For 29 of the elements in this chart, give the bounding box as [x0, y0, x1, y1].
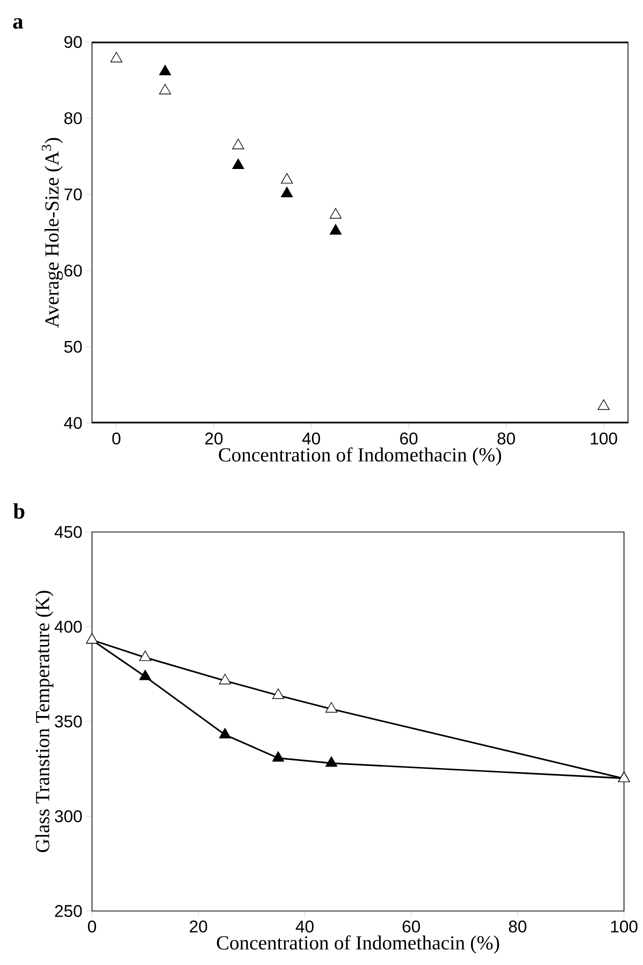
y-tick-label: 60: [64, 264, 82, 277]
x-tick-label: 80: [498, 432, 515, 445]
y-tick-label: 450: [54, 526, 82, 538]
x-axis-title: Concentration of Indomethacin (%): [216, 935, 500, 954]
y-tick-label: 70: [64, 188, 82, 200]
x-axis-title: Concentration of Indomethacin (%): [218, 447, 502, 466]
x-tick-label: 60: [402, 920, 420, 933]
x-tick-label: 40: [302, 432, 320, 445]
x-tick-label: 100: [590, 432, 618, 445]
y-tick-label: 350: [54, 716, 82, 728]
y-tick-label: 40: [64, 416, 82, 429]
x-tick-label: 100: [611, 920, 638, 933]
y-tick-label: 300: [54, 810, 82, 822]
y-tick-label: 80: [64, 112, 82, 124]
chart-title: a: [13, 18, 24, 29]
x-tick-label: 20: [190, 920, 208, 933]
y-axis-title: Average Hole-Size (A$^{3}$): [42, 138, 63, 328]
x-tick-label: 0: [88, 920, 96, 933]
chart-title: b: [13, 503, 24, 519]
y-tick-label: 50: [64, 340, 82, 353]
y-tick-label: 400: [54, 620, 82, 633]
x-tick-label: 60: [400, 432, 418, 445]
x-tick-label: 0: [112, 432, 120, 445]
y-tick-label: 250: [55, 905, 82, 917]
y-axis-title: Glass Transtion Temperature (K): [35, 590, 54, 852]
x-tick-label: 40: [296, 920, 314, 933]
x-tick-label: 80: [508, 920, 526, 933]
y-tick-label: 90: [64, 36, 82, 48]
x-tick-label: 20: [205, 432, 223, 445]
